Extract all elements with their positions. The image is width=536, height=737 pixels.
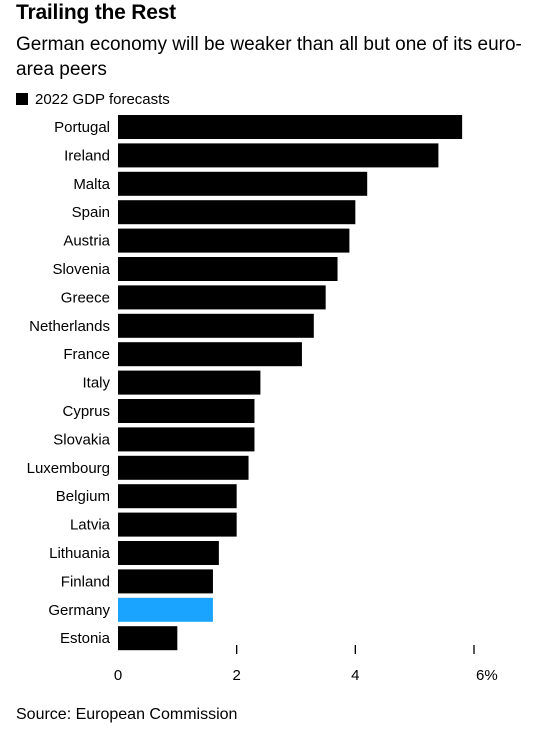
category-label: Latvia <box>70 517 111 534</box>
x-tick-label: 0 <box>114 667 122 684</box>
category-label: France <box>63 346 110 363</box>
legend: 2022 GDP forecasts <box>16 90 170 108</box>
bar-slovakia <box>118 427 255 452</box>
bar-estonia <box>118 626 178 651</box>
bar-malta <box>118 171 368 196</box>
category-label: Ireland <box>64 147 110 164</box>
bar-slovenia <box>118 257 338 281</box>
category-label: Lithuania <box>49 545 111 562</box>
category-label: Greece <box>61 289 110 306</box>
bar-finland <box>118 569 213 594</box>
category-label: Germany <box>48 602 110 619</box>
category-label: Austria <box>63 233 110 250</box>
bar-ireland <box>118 143 439 168</box>
bar-greece <box>118 285 326 310</box>
bar-spain <box>118 200 356 225</box>
category-label: Italy <box>82 375 110 392</box>
category-label: Malta <box>73 176 110 193</box>
bar-luxembourg <box>118 455 249 480</box>
x-tick-label: 6% <box>476 667 498 684</box>
bar-portugal <box>118 115 463 139</box>
chart-title: Trailing the Rest <box>16 1 176 24</box>
legend-swatch <box>16 93 28 105</box>
bar-italy <box>118 370 261 395</box>
category-label: Portugal <box>54 119 110 136</box>
category-label: Slovenia <box>52 261 110 278</box>
bar-netherlands <box>118 313 314 338</box>
legend-label: 2022 GDP forecasts <box>35 90 170 108</box>
bar-austria <box>118 228 350 253</box>
x-tick-label: 4 <box>351 667 359 684</box>
category-label: Spain <box>72 204 110 221</box>
category-label: Slovakia <box>53 431 110 448</box>
category-label: Luxembourg <box>27 460 110 477</box>
bar-lithuania <box>118 541 219 565</box>
category-label: Estonia <box>60 630 111 647</box>
source-note: Source: European Commission <box>16 706 238 723</box>
bar-france <box>118 342 302 367</box>
bar-cyprus <box>118 399 255 423</box>
bar-germany <box>118 597 213 622</box>
x-tick-label: 2 <box>232 667 240 684</box>
bar-belgium <box>118 484 237 509</box>
category-label: Netherlands <box>29 318 110 335</box>
chart-subtitle: German economy will be weaker than all b… <box>16 34 522 80</box>
category-label: Belgium <box>56 488 110 505</box>
bar-latvia <box>118 512 237 537</box>
category-label: Cyprus <box>62 403 110 420</box>
category-label: Finland <box>61 573 110 590</box>
